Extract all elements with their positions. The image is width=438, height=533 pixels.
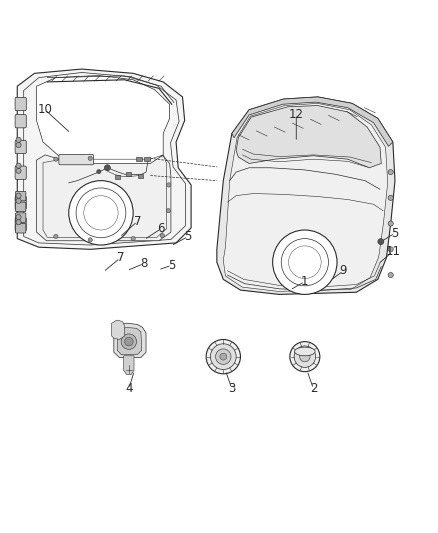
Text: 9: 9 [340,264,347,277]
Bar [126,173,131,176]
FancyBboxPatch shape [15,202,26,212]
Polygon shape [114,323,146,358]
Polygon shape [36,155,171,241]
FancyBboxPatch shape [15,98,26,111]
Circle shape [388,195,393,200]
Circle shape [124,337,133,346]
Circle shape [121,334,137,349]
Circle shape [16,168,21,173]
FancyBboxPatch shape [15,217,26,231]
Circle shape [69,181,133,245]
Polygon shape [217,97,395,294]
Circle shape [131,237,135,241]
Polygon shape [36,76,170,164]
FancyBboxPatch shape [15,213,26,222]
Bar [115,175,120,179]
Circle shape [272,230,337,294]
Text: 6: 6 [157,222,165,235]
Circle shape [88,156,92,160]
Text: 7: 7 [134,215,141,228]
Circle shape [290,342,320,372]
FancyBboxPatch shape [15,196,26,209]
Circle shape [16,163,21,168]
Polygon shape [232,97,393,147]
Text: 7: 7 [117,252,124,264]
Circle shape [206,340,240,374]
Circle shape [294,346,315,367]
Circle shape [215,349,231,365]
Polygon shape [17,69,191,249]
Text: 2: 2 [310,382,317,395]
FancyBboxPatch shape [15,191,26,201]
Polygon shape [236,106,381,168]
Circle shape [54,157,58,161]
Circle shape [16,198,21,204]
FancyBboxPatch shape [15,140,26,154]
Polygon shape [112,320,124,340]
Circle shape [166,183,171,187]
Circle shape [16,193,21,198]
Circle shape [160,233,165,238]
Bar [144,157,150,161]
Text: 12: 12 [289,108,304,120]
Polygon shape [117,327,142,354]
Text: 8: 8 [140,257,148,270]
Circle shape [388,169,393,175]
Circle shape [220,353,227,360]
Bar [138,174,143,177]
Text: 5: 5 [168,259,176,272]
Circle shape [54,235,58,239]
FancyBboxPatch shape [15,115,26,128]
Circle shape [378,239,384,245]
Circle shape [210,344,236,369]
Text: 4: 4 [125,382,133,395]
Text: 1: 1 [301,275,309,288]
Polygon shape [223,103,388,292]
Ellipse shape [294,347,315,356]
Circle shape [104,165,110,171]
Circle shape [16,215,21,220]
Circle shape [16,220,21,225]
Circle shape [388,221,393,226]
Circle shape [16,138,21,142]
Text: 5: 5 [391,227,399,239]
Text: 10: 10 [38,103,53,116]
Circle shape [166,208,170,213]
FancyBboxPatch shape [15,166,26,180]
Circle shape [16,142,21,148]
Bar [136,157,142,161]
Circle shape [300,351,310,362]
Text: 3: 3 [228,382,236,395]
FancyBboxPatch shape [59,155,94,165]
Circle shape [88,238,92,242]
Circle shape [388,272,393,278]
Circle shape [388,247,393,252]
FancyBboxPatch shape [15,223,26,233]
Text: 5: 5 [184,230,192,243]
Polygon shape [124,356,134,375]
Text: 11: 11 [385,245,400,258]
Circle shape [97,169,101,174]
